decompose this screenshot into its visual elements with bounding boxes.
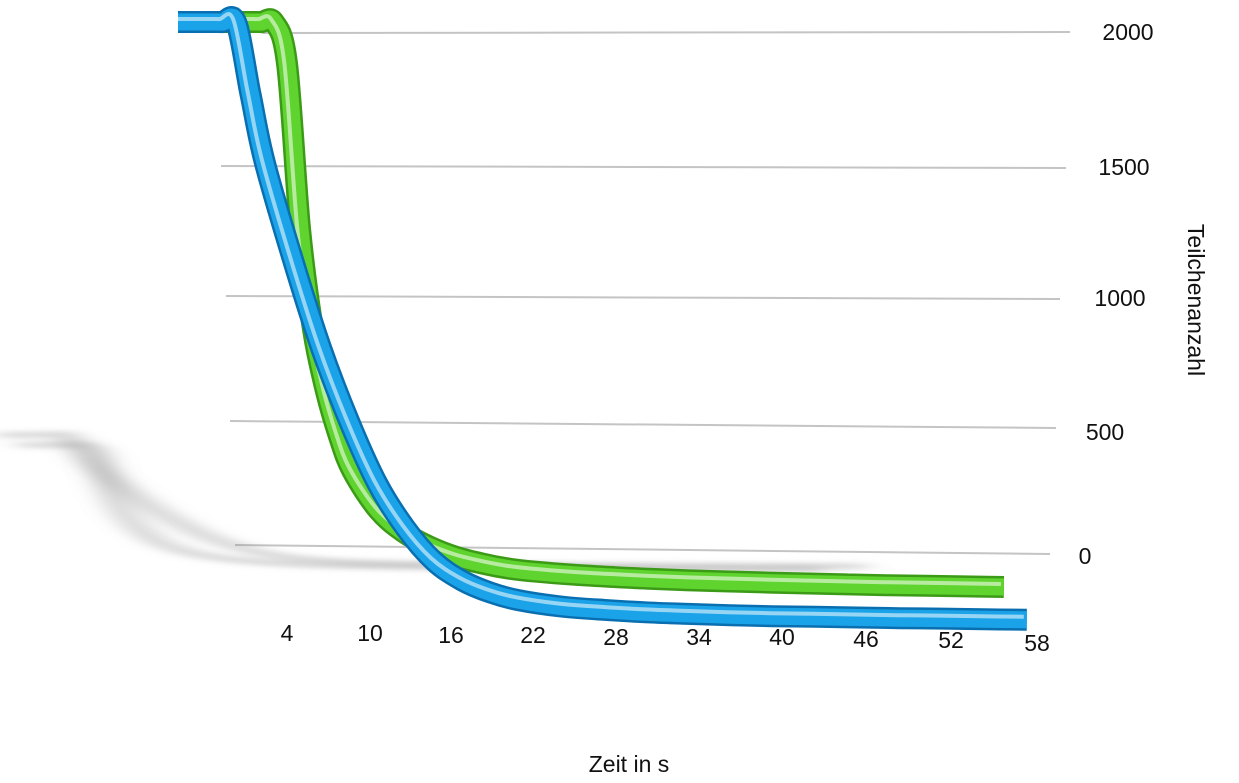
series-line [177,8,1027,629]
series-highlight [174,12,1024,619]
x-tick-label: 4 [281,620,294,646]
y-axis-title: Teilchenanzahl [1183,224,1209,376]
x-tick-label: 22 [520,622,546,648]
y-tick-label: 0 [1079,543,1092,569]
y-tick-label: 500 [1086,419,1124,445]
x-tick-label: 46 [853,626,879,652]
series-line [217,10,1005,596]
gridline [261,31,1071,34]
x-tick-label: 16 [438,622,464,648]
y-tick-label: 1500 [1098,154,1149,180]
x-tick-label: 34 [686,624,712,650]
x-axis-title: Zeit in s [589,751,670,777]
gridline [220,165,1067,169]
x-tick-label: 10 [357,620,383,646]
gridline [229,420,1057,429]
y-axis-ticks: 2000 1500 1000 500 0 [1079,19,1154,569]
gridline [225,295,1061,300]
x-tick-label: 52 [938,627,964,653]
x-tick-label: 40 [769,624,795,650]
series-line-edge [217,8,1005,598]
series-shadow [0,430,870,570]
series-highlight [214,14,1001,586]
series-lines [174,6,1027,631]
x-tick-label: 28 [603,624,629,650]
y-tick-label: 1000 [1094,285,1145,311]
x-tick-label: 58 [1024,630,1050,656]
gridlines [220,31,1071,555]
y-tick-label: 2000 [1102,19,1153,45]
x-axis-ticks: 4 10 16 22 28 34 40 46 52 58 [281,620,1050,656]
gridline [234,544,1051,555]
